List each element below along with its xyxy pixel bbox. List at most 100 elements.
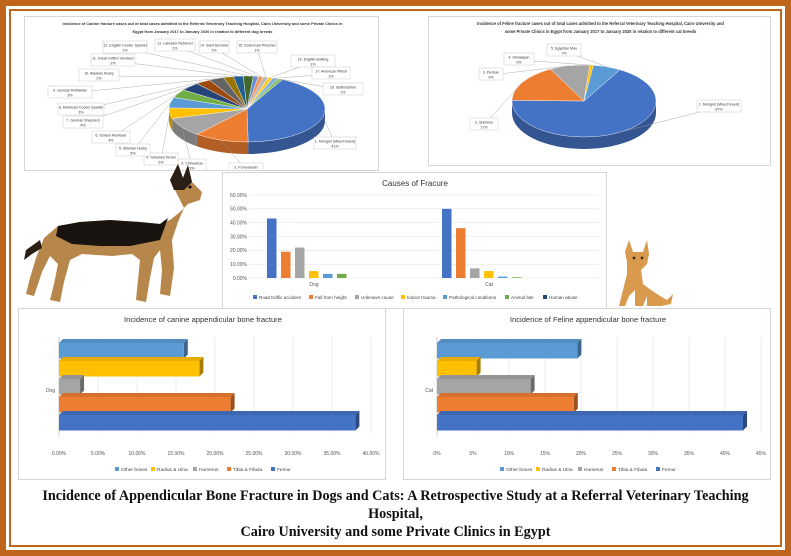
bar bbox=[337, 273, 347, 278]
feline-bone-fracture-chart: Incidence of Feline appendicular bone fr… bbox=[403, 308, 771, 480]
pie-slice-pct: 4% bbox=[108, 139, 114, 143]
legend-label: Other bones bbox=[506, 467, 533, 473]
pie-slice-label: 17. American Pitbull bbox=[315, 70, 347, 74]
bar-side bbox=[577, 339, 582, 359]
category-label: Cat bbox=[485, 282, 493, 288]
x-tick-label: 20.00% bbox=[207, 451, 225, 457]
bar bbox=[437, 343, 578, 359]
pie-label-box bbox=[311, 66, 351, 80]
legend-label: Other bones bbox=[121, 467, 148, 473]
pie-slice-pct: 0% bbox=[516, 61, 522, 65]
x-tick-label: 45% bbox=[756, 451, 767, 457]
pie-slice-pct: 41% bbox=[331, 145, 339, 149]
pie-label-box bbox=[469, 117, 499, 131]
pie-label-box bbox=[313, 136, 357, 150]
y-tick-label: 60.00% bbox=[230, 193, 248, 199]
pie-slice-label: 3. Chihuahua bbox=[181, 162, 202, 166]
pie-leader-line bbox=[69, 78, 217, 94]
bar-top bbox=[437, 357, 481, 361]
bar-side bbox=[199, 357, 204, 377]
bar bbox=[437, 415, 743, 431]
legend-label: Tibia & Fibula bbox=[233, 467, 262, 473]
bar-side bbox=[476, 357, 481, 377]
pie-label-box bbox=[115, 143, 151, 157]
bar-side bbox=[230, 393, 235, 413]
pie-slice-label: 10. Alaskan Husky bbox=[84, 72, 114, 76]
bar-top bbox=[437, 393, 578, 397]
bar bbox=[267, 218, 277, 278]
pie-slice-pct: 2% bbox=[110, 62, 116, 66]
canine-bones-svg: Incidence of canine appendicular bone fr… bbox=[46, 315, 380, 473]
pie-title-line: some Private Clinics in Egypt from Janua… bbox=[505, 29, 697, 34]
bar bbox=[59, 379, 81, 395]
pie-slice-pct: 4% bbox=[80, 124, 86, 128]
pie-slice-label: 16. English Bulldog bbox=[298, 58, 329, 62]
feline-breed-pie-chart: Incidence of Feline fracture cases out o… bbox=[428, 16, 771, 166]
y-tick-label: 50.00% bbox=[230, 207, 248, 213]
pie-leader-line bbox=[110, 93, 179, 139]
x-tick-label: 35% bbox=[684, 451, 695, 457]
legend-label: Animal bite bbox=[511, 295, 534, 300]
pie-leader-line bbox=[490, 65, 570, 76]
legend-swatch bbox=[227, 467, 231, 471]
bar bbox=[456, 228, 466, 278]
bar-side bbox=[80, 375, 85, 395]
category-label: Dog bbox=[46, 388, 55, 394]
hbar-title: Incidence of Feline appendicular bone fr… bbox=[510, 315, 666, 324]
pie-slice-pct: 5% bbox=[130, 152, 136, 156]
y-tick-label: 30.00% bbox=[230, 234, 248, 240]
canine-bone-fracture-chart: Incidence of canine appendicular bone fr… bbox=[18, 308, 386, 480]
pie-slice-label: 13. Labrador Retriever bbox=[157, 42, 194, 46]
bar-side bbox=[355, 411, 360, 431]
legend-swatch bbox=[151, 467, 155, 471]
y-tick-label: 40.00% bbox=[230, 220, 248, 226]
y-tick-label: 20.00% bbox=[230, 248, 248, 254]
x-tick-label: 25.00% bbox=[246, 451, 264, 457]
legend-swatch bbox=[656, 467, 660, 471]
pie-slice-label: 9. German Rottweiler bbox=[53, 89, 88, 93]
pie-label-box bbox=[154, 38, 196, 52]
legend-swatch bbox=[612, 467, 616, 471]
pie-slice-label: 18. Staffordshire bbox=[330, 86, 356, 90]
bar-side bbox=[743, 411, 747, 431]
legend-swatch bbox=[500, 467, 504, 471]
legend-swatch bbox=[543, 295, 547, 299]
bar bbox=[59, 343, 184, 359]
legend-label: Radius & Ulna bbox=[157, 467, 188, 473]
pie-slice-label: 1. Mongrel (Mixed breed) bbox=[699, 103, 739, 107]
x-tick-label: 15.00% bbox=[168, 451, 186, 457]
pie-slice-pct: 1% bbox=[172, 47, 178, 51]
pie-title-line: Egypt from January 2017 to January 2020 … bbox=[133, 29, 273, 34]
pie-slice-pct: 5% bbox=[158, 161, 164, 165]
pie-slice-pct: 3% bbox=[67, 94, 73, 98]
x-tick-label: 5.00% bbox=[91, 451, 106, 457]
x-tick-label: 0.00% bbox=[52, 451, 67, 457]
x-tick-label: 30.00% bbox=[285, 451, 303, 457]
pie-slice-side bbox=[512, 101, 656, 149]
cat-image bbox=[619, 240, 673, 306]
bar-top bbox=[59, 339, 188, 343]
pie-label-box bbox=[322, 82, 364, 96]
x-tick-label: 40% bbox=[720, 451, 731, 457]
bar bbox=[442, 208, 452, 278]
pie-label-box bbox=[47, 85, 93, 99]
bar bbox=[59, 361, 200, 377]
causes-svg: Causes of Fracure 0.00% 10.00% 20.00% 30.00%… bbox=[230, 179, 599, 300]
bar-top bbox=[59, 393, 235, 397]
bar-side bbox=[183, 339, 188, 359]
pie-slice-pct: 2% bbox=[96, 77, 102, 81]
canine-pie-svg: Incidence of Canine fracture cases out o… bbox=[47, 21, 364, 170]
pie-slice-pct: 1% bbox=[211, 49, 217, 53]
legend-swatch bbox=[536, 467, 540, 471]
legend-label: Fall from height bbox=[315, 295, 347, 300]
canine-breed-pie-chart: Incidence of Canine fracture cases out o… bbox=[24, 16, 379, 171]
x-tick-label: 10% bbox=[504, 451, 515, 457]
pie-slice-side bbox=[248, 109, 325, 154]
pie-label-box bbox=[78, 68, 120, 82]
pie-title-line: Incidence of Canine fracture cases out o… bbox=[63, 21, 344, 26]
bar bbox=[281, 251, 291, 278]
pie-slice-side bbox=[172, 118, 197, 147]
legend-swatch bbox=[271, 467, 275, 471]
pie-slice-pct: 17% bbox=[480, 126, 488, 130]
pie-slice-label: 15. Doberman Pinscher bbox=[238, 44, 277, 48]
